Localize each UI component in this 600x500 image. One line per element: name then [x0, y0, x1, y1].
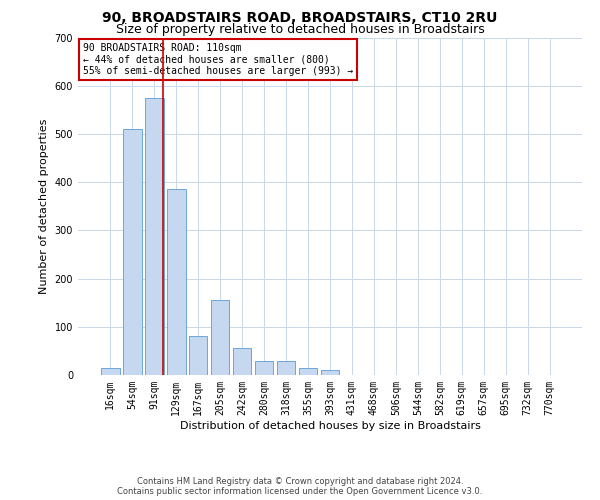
Bar [277, 360, 295, 375]
Bar [255, 360, 274, 375]
Text: 90, BROADSTAIRS ROAD, BROADSTAIRS, CT10 2RU: 90, BROADSTAIRS ROAD, BROADSTAIRS, CT10 … [103, 11, 497, 25]
Bar [299, 368, 317, 375]
Bar [145, 98, 164, 375]
Bar [101, 368, 119, 375]
Text: Contains HM Land Registry data © Crown copyright and database right 2024.
Contai: Contains HM Land Registry data © Crown c… [118, 476, 482, 496]
Y-axis label: Number of detached properties: Number of detached properties [39, 118, 49, 294]
Bar [233, 348, 251, 375]
Text: 90 BROADSTAIRS ROAD: 110sqm
← 44% of detached houses are smaller (800)
55% of se: 90 BROADSTAIRS ROAD: 110sqm ← 44% of det… [83, 42, 353, 76]
Bar [189, 336, 208, 375]
X-axis label: Distribution of detached houses by size in Broadstairs: Distribution of detached houses by size … [179, 420, 481, 430]
Bar [167, 190, 185, 375]
Text: Size of property relative to detached houses in Broadstairs: Size of property relative to detached ho… [116, 24, 484, 36]
Bar [123, 129, 142, 375]
Bar [320, 370, 340, 375]
Bar [211, 300, 229, 375]
